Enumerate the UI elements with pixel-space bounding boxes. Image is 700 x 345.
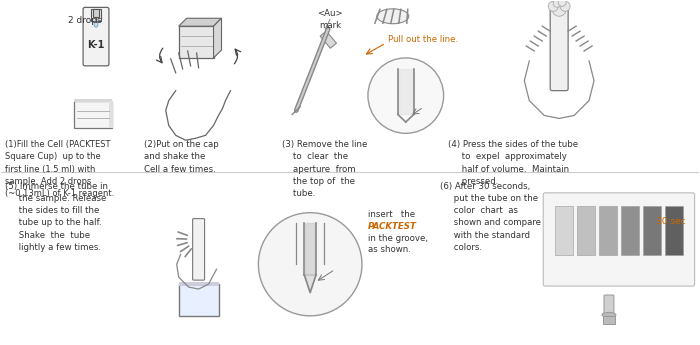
Circle shape (560, 1, 570, 11)
Text: 2 drops: 2 drops (68, 16, 102, 25)
Circle shape (552, 2, 566, 16)
Bar (665, 206, 682, 255)
Bar (178, 26, 214, 58)
Text: PACKTEST: PACKTEST (368, 221, 416, 230)
Circle shape (368, 58, 444, 133)
Text: (4) Press the sides of the tube
     to  expel  approximately
     half of volum: (4) Press the sides of the tube to expel… (447, 140, 578, 186)
Bar (603, 316, 615, 324)
Bar (621, 206, 639, 255)
Text: (1)Fill the Cell (PACKTEST
Square Cup)  up to the
first line (1.5 ml) with
sampl: (1)Fill the Cell (PACKTEST Square Cup) u… (6, 140, 115, 198)
Polygon shape (214, 18, 221, 58)
Text: (3) Remove the line
    to  clear  the
    aperture  from
    the top of  the
  : (3) Remove the line to clear the apertur… (282, 140, 368, 198)
Circle shape (548, 1, 558, 11)
Bar (599, 206, 617, 255)
Ellipse shape (602, 312, 616, 317)
Bar (178, 282, 218, 286)
Text: <Au>
mark: <Au> mark (317, 9, 343, 30)
Circle shape (553, 0, 561, 7)
FancyBboxPatch shape (550, 7, 568, 91)
Polygon shape (178, 18, 221, 26)
FancyBboxPatch shape (543, 193, 694, 286)
Bar (109, 101, 113, 128)
Text: (6) After 30 seconds,
     put the tube on the
     color  chart  as
     shown : (6) After 30 seconds, put the tube on th… (440, 182, 540, 252)
Bar (178, 284, 218, 316)
FancyBboxPatch shape (83, 7, 109, 66)
Text: insert   the: insert the (368, 210, 415, 219)
Ellipse shape (377, 9, 409, 24)
Bar (555, 206, 573, 255)
Polygon shape (304, 275, 316, 293)
Text: (2)Put on the cap
and shake the
Cell a few times.: (2)Put on the cap and shake the Cell a f… (144, 140, 218, 174)
Bar (643, 206, 661, 255)
Text: Pull out the line.: Pull out the line. (388, 34, 458, 43)
Circle shape (258, 213, 362, 316)
Ellipse shape (94, 21, 98, 27)
FancyBboxPatch shape (193, 219, 204, 280)
Text: (5) Immerse the tube in
     the sample. Release
     the sides to fill the
    : (5) Immerse the tube in the sample. Rele… (6, 182, 108, 252)
FancyBboxPatch shape (604, 295, 614, 315)
Circle shape (558, 0, 566, 6)
Text: 30 sec: 30 sec (656, 217, 685, 226)
Text: in the groove,: in the groove, (368, 234, 428, 243)
Bar (74, 101, 112, 128)
Bar (320, 31, 337, 48)
Bar (91, 9, 101, 21)
Text: K-1: K-1 (88, 40, 105, 50)
Bar (93, 9, 99, 17)
Bar (577, 206, 595, 255)
Text: as shown.: as shown. (368, 245, 411, 254)
Bar (74, 99, 112, 101)
